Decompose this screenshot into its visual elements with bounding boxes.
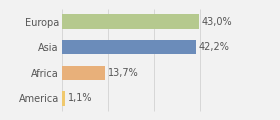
Text: 13,7%: 13,7% xyxy=(108,68,139,78)
Text: 1,1%: 1,1% xyxy=(68,93,92,103)
Bar xyxy=(62,40,196,54)
Text: 43,0%: 43,0% xyxy=(201,17,232,27)
Bar xyxy=(62,15,199,29)
Bar xyxy=(62,91,65,105)
Text: 42,2%: 42,2% xyxy=(199,42,230,52)
Bar xyxy=(62,66,105,80)
